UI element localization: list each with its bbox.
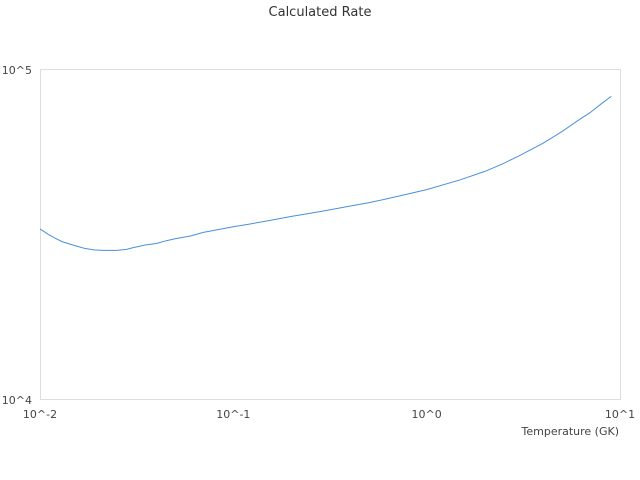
x-tick-label: 10^1 bbox=[605, 408, 635, 421]
x-tick-label: 10^0 bbox=[412, 408, 442, 421]
x-tick-label: 10^-2 bbox=[23, 408, 57, 421]
chart-title: Calculated Rate bbox=[269, 5, 372, 20]
x-axis-title: Temperature (GK) bbox=[521, 425, 620, 438]
y-tick-labels: 10^4 10^5 bbox=[2, 64, 32, 407]
plot-frame bbox=[40, 69, 621, 400]
y-tick-label: 10^4 bbox=[2, 394, 32, 407]
series-line bbox=[39, 95, 612, 251]
x-tick-labels: 10^-2 10^-1 10^0 10^1 bbox=[23, 408, 635, 421]
y-tick-label: 10^5 bbox=[2, 64, 32, 77]
x-tick-label: 10^-1 bbox=[216, 408, 250, 421]
